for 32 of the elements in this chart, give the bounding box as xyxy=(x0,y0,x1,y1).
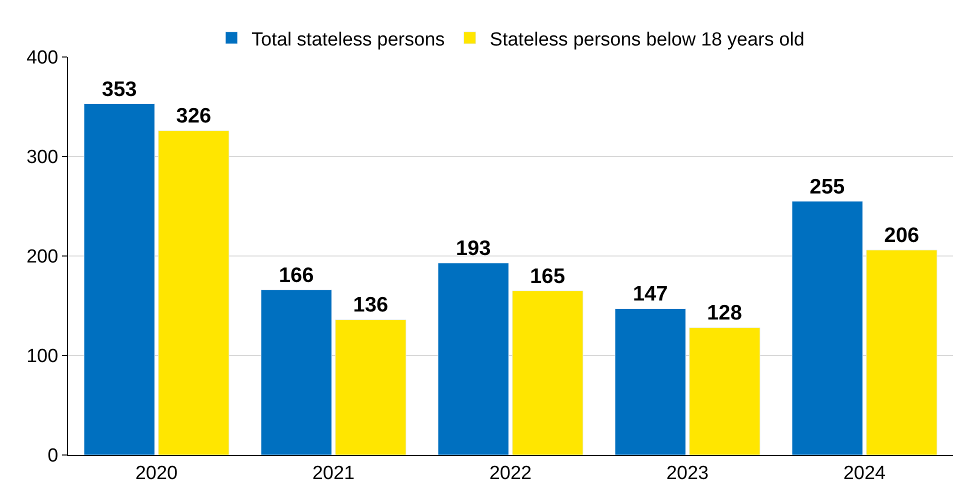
x-tick-label: 2020 xyxy=(135,462,178,484)
data-label: 128 xyxy=(706,302,742,325)
data-label: 136 xyxy=(353,294,388,317)
data-label: 326 xyxy=(176,104,212,128)
data-label: 166 xyxy=(278,264,314,287)
bar xyxy=(614,308,686,455)
bar xyxy=(438,262,509,455)
bar xyxy=(689,327,760,455)
data-label: 255 xyxy=(810,175,846,198)
x-tick-label: 2024 xyxy=(843,462,886,484)
bar xyxy=(84,104,155,455)
x-tick-label: 2021 xyxy=(312,462,355,484)
bar xyxy=(335,319,406,455)
data-label: 193 xyxy=(456,236,491,260)
x-tick-label: 2023 xyxy=(666,462,709,484)
legend-label: Stateless persons below 18 years old xyxy=(490,29,804,50)
y-tick-label: 300 xyxy=(26,147,58,168)
bar xyxy=(158,130,230,455)
bar xyxy=(866,250,938,455)
bar xyxy=(260,290,332,455)
bar xyxy=(792,201,863,455)
y-tick-label: 100 xyxy=(26,346,58,368)
data-label: 206 xyxy=(884,224,920,248)
data-label: 353 xyxy=(102,78,137,101)
data-label: 147 xyxy=(632,282,668,306)
bar xyxy=(512,290,584,455)
data-label: 165 xyxy=(530,264,566,288)
y-tick-label: 400 xyxy=(26,48,58,69)
x-tick-label: 2022 xyxy=(489,462,532,484)
legend-label: Total stateless persons xyxy=(252,29,445,50)
y-tick-label: 200 xyxy=(26,246,58,268)
y-tick-label: 0 xyxy=(48,446,58,467)
